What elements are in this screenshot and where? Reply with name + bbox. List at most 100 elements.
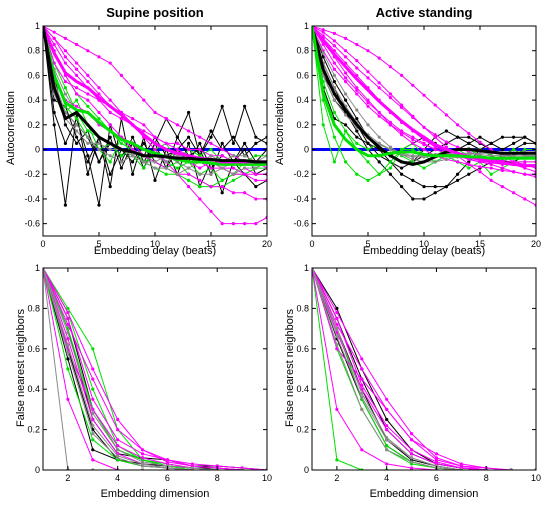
series-point bbox=[254, 178, 258, 183]
series-point bbox=[500, 135, 504, 139]
series-point bbox=[198, 178, 202, 183]
series-point bbox=[116, 438, 120, 442]
x-tick-label: 0 bbox=[309, 239, 314, 249]
series-point bbox=[523, 166, 527, 170]
series-line bbox=[43, 268, 267, 470]
series-point bbox=[97, 92, 101, 96]
series-point bbox=[140, 452, 145, 456]
series-point bbox=[385, 444, 389, 448]
series-line bbox=[43, 268, 267, 470]
series-point bbox=[91, 387, 95, 391]
series-point bbox=[187, 178, 191, 183]
series-point bbox=[187, 166, 191, 170]
series-point bbox=[385, 397, 389, 401]
series-point bbox=[377, 114, 381, 118]
series-point bbox=[433, 103, 437, 107]
series-point bbox=[400, 172, 404, 176]
x-tick-label: 15 bbox=[475, 239, 485, 249]
series-point bbox=[321, 55, 325, 59]
series-point bbox=[444, 157, 448, 162]
series-point bbox=[422, 93, 426, 97]
series-point bbox=[66, 337, 70, 341]
series-point bbox=[459, 462, 463, 466]
series-point bbox=[75, 123, 79, 127]
y-axis-label: Autocorrelation bbox=[274, 91, 286, 165]
series-point bbox=[332, 98, 336, 102]
series-point bbox=[377, 172, 381, 176]
series-point bbox=[385, 407, 389, 411]
series-point bbox=[131, 86, 135, 90]
series-point bbox=[355, 92, 359, 96]
series-point bbox=[108, 184, 112, 189]
series-point bbox=[91, 367, 95, 371]
series-point bbox=[400, 147, 404, 152]
series-point bbox=[91, 423, 95, 428]
series-point bbox=[434, 456, 439, 460]
y-axis-label: Autocorrelation bbox=[5, 91, 17, 165]
series-point bbox=[91, 432, 95, 436]
series-point bbox=[75, 98, 79, 102]
series-point bbox=[489, 162, 493, 166]
panel-title: Active standing bbox=[376, 5, 473, 20]
panel-title: Supine position bbox=[106, 5, 204, 20]
series-point bbox=[377, 160, 381, 164]
series-point bbox=[187, 172, 191, 176]
series-point bbox=[411, 115, 415, 120]
series-point bbox=[444, 113, 448, 117]
series-point bbox=[209, 166, 213, 170]
series-point bbox=[523, 172, 527, 176]
series-point bbox=[366, 141, 370, 145]
series-point bbox=[75, 117, 79, 121]
series-point bbox=[366, 147, 370, 152]
y-tick-label: 1 bbox=[35, 21, 40, 31]
series-point bbox=[332, 73, 336, 78]
series-point bbox=[175, 135, 179, 139]
series-point bbox=[198, 166, 202, 170]
series-point bbox=[209, 135, 213, 139]
series-point bbox=[86, 154, 90, 158]
series-point bbox=[332, 110, 336, 115]
series-group bbox=[312, 26, 536, 207]
series-point bbox=[198, 141, 202, 145]
x-tick-label: 6 bbox=[434, 473, 439, 483]
series-point bbox=[52, 36, 56, 40]
series-line bbox=[312, 268, 536, 470]
series-point bbox=[97, 160, 101, 164]
x-tick-label: 4 bbox=[115, 473, 120, 483]
y-tick-label: 0.2 bbox=[296, 120, 309, 130]
series-group bbox=[43, 26, 267, 226]
y-tick-label: 0 bbox=[304, 465, 309, 475]
series-line bbox=[43, 268, 267, 470]
series-point bbox=[377, 135, 381, 139]
series-point bbox=[140, 448, 145, 452]
series-point bbox=[344, 36, 348, 40]
series-point bbox=[409, 448, 414, 452]
series-point bbox=[142, 160, 146, 164]
series-point bbox=[220, 154, 224, 158]
series-point bbox=[86, 104, 90, 108]
series-point bbox=[231, 154, 235, 158]
series-point bbox=[131, 172, 135, 176]
series-point bbox=[444, 184, 448, 189]
y-tick-label: 1 bbox=[304, 263, 309, 273]
y-tick-label: -0.2 bbox=[293, 169, 309, 179]
series-point bbox=[66, 306, 70, 310]
y-tick-label: -0.4 bbox=[293, 194, 309, 204]
series-point bbox=[422, 125, 426, 129]
series-point bbox=[209, 209, 213, 213]
series-point bbox=[243, 154, 247, 158]
series-point bbox=[116, 456, 120, 460]
series-point bbox=[422, 147, 426, 152]
series-point bbox=[388, 120, 392, 124]
series-point bbox=[523, 135, 527, 139]
series-point bbox=[456, 135, 460, 139]
panel-standing-autocorrelation: Active standing 0 5 10 15 20 -0.6 -0.4 -0.2 0 0.2… bbox=[274, 5, 541, 257]
series-point bbox=[220, 222, 224, 226]
series-point bbox=[321, 34, 325, 38]
y-tick-label: -0.6 bbox=[24, 219, 40, 229]
series-point bbox=[75, 86, 79, 90]
mean-series-line bbox=[43, 26, 267, 164]
series-point bbox=[489, 154, 493, 158]
series-point bbox=[335, 407, 339, 411]
series-point bbox=[433, 184, 437, 189]
